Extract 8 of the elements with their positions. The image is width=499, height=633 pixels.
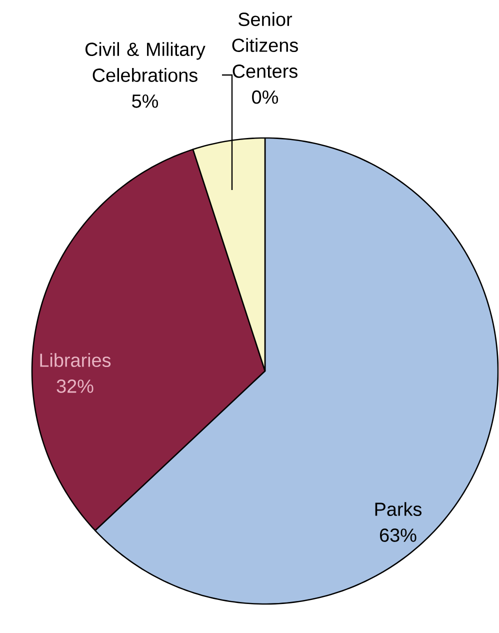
text: 0% (252, 90, 278, 104)
slice-label: Civil & Military Celebrations (86, 42, 206, 82)
slice-label: Parks (376, 502, 422, 516)
slice-label: Libraries (40, 353, 111, 367)
data-label: 5% (132, 94, 158, 108)
data-label: 63% (380, 528, 416, 542)
data-label: 32% (56, 379, 94, 393)
category-label: Senior Citizens Centers (232, 12, 298, 78)
